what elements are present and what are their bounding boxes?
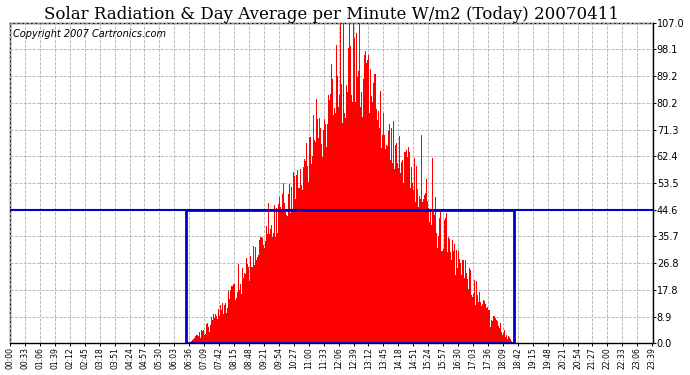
Text: Copyright 2007 Cartronics.com: Copyright 2007 Cartronics.com [13,29,166,39]
Bar [186,210,514,343]
Title: Solar Radiation & Day Average per Minute W/m2 (Today) 20070411: Solar Radiation & Day Average per Minute… [44,6,619,22]
